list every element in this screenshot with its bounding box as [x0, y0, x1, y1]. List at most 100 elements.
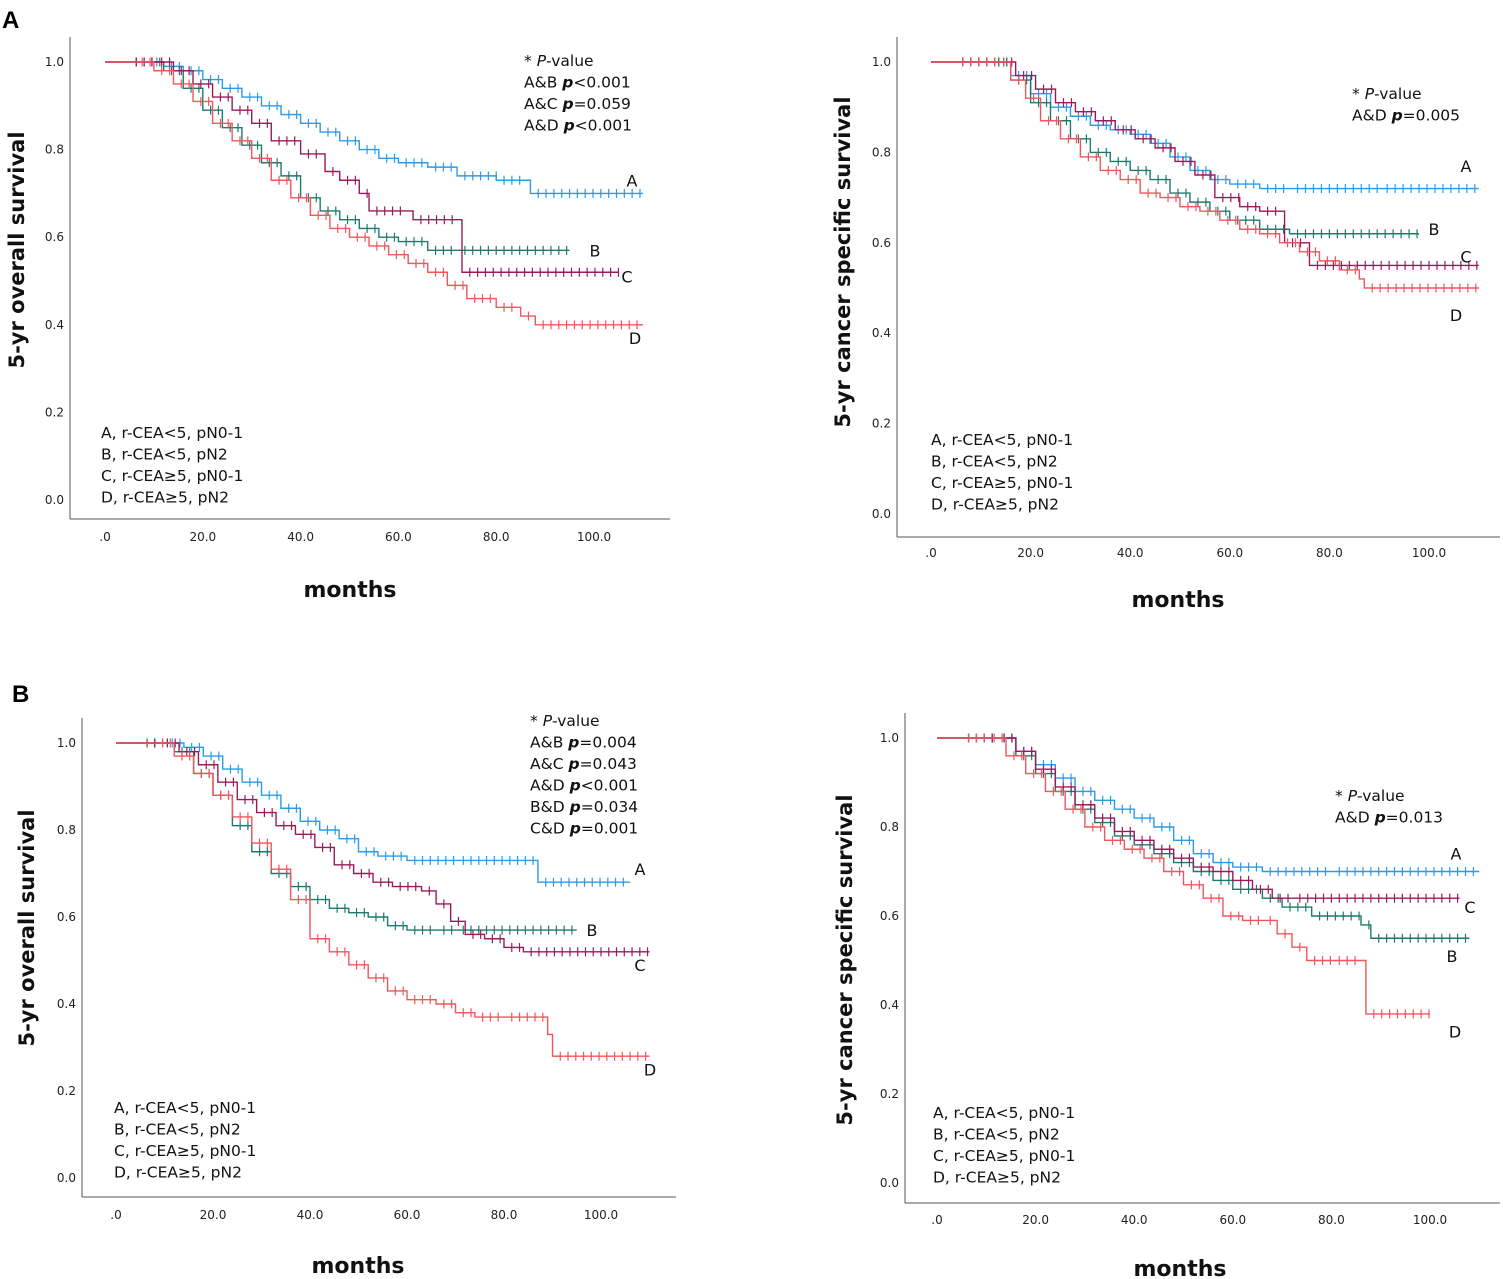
p-value-row: C&D p=0.001 — [530, 820, 638, 838]
survival-curve-d — [105, 61, 643, 326]
p-value-number: =0.005 — [1403, 107, 1460, 125]
curve-end-label: A — [627, 171, 638, 190]
legend-entry: B, r-CEA<5, pN2 — [933, 1126, 1060, 1144]
x-tick-label: 20.0 — [1022, 1213, 1049, 1227]
x-tick-label: 20.0 — [1017, 546, 1044, 560]
p-letter: p — [1391, 107, 1403, 125]
curve-end-label: C — [634, 956, 645, 975]
p-letter: p — [561, 95, 573, 113]
p-value-title: * P-value — [1352, 85, 1422, 103]
curve-end-label: D — [1449, 1023, 1461, 1042]
y-axis-title: 5-yr cancer specific survival — [831, 96, 855, 427]
p-value-pair: A&B — [530, 734, 568, 752]
x-tick-label: 40.0 — [1121, 1213, 1148, 1227]
legend-entry: C, r-CEA≥5, pN0-1 — [933, 1147, 1075, 1165]
y-tick-label: 0.4 — [880, 998, 899, 1012]
legend-entry: D, r-CEA≥5, pN2 — [931, 496, 1059, 514]
x-tick-label: 80.0 — [491, 1208, 518, 1222]
x-tick-label: 60.0 — [394, 1208, 421, 1222]
p-value-word: -value — [552, 712, 600, 730]
y-tick-label: 0.4 — [45, 318, 64, 332]
p-value-title: * P-value — [524, 52, 594, 70]
y-tick-label: 0.0 — [57, 1171, 76, 1185]
curve-end-label: C — [1464, 898, 1475, 917]
p-letter: P — [537, 52, 547, 70]
panel-label-b: B — [12, 681, 29, 708]
curve-end-label: B — [1429, 220, 1440, 239]
x-tick-label: .0 — [110, 1208, 121, 1222]
p-letter: p — [569, 777, 581, 795]
x-tick-label: .0 — [925, 546, 936, 560]
curve-end-label: B — [1447, 947, 1458, 966]
y-tick-label: 1.0 — [872, 55, 891, 69]
x-tick-label: 100.0 — [584, 1208, 618, 1222]
p-value-pair: C&D — [530, 820, 570, 838]
survival-curve-c — [105, 61, 619, 273]
x-axis-title: months — [1132, 588, 1225, 613]
y-tick-label: 0.8 — [880, 820, 899, 834]
curve-end-label: A — [1451, 845, 1462, 864]
y-tick-label: 0.2 — [57, 1084, 76, 1098]
p-value-pair: A&B — [524, 74, 562, 92]
chart-panel-a-cancer-specific-survival: 0.0 0.2 0.4 0.6 0.8 1.0 .0 20.0 40.0 60.0 80.0 100.… — [831, 37, 1500, 613]
curve-end-label: C — [1460, 247, 1471, 266]
x-tick-label: 60.0 — [1219, 1213, 1246, 1227]
legend-entry: A, r-CEA<5, pN0-1 — [933, 1104, 1075, 1122]
y-tick-label: 0.6 — [45, 230, 64, 244]
x-tick-label: 60.0 — [385, 530, 412, 544]
legend-entry: B, r-CEA<5, pN2 — [931, 453, 1058, 471]
p-value-number: =0.013 — [1386, 809, 1443, 827]
survival-curve-c — [931, 61, 1479, 267]
y-tick-label: 0.8 — [57, 823, 76, 837]
curve-end-label: B — [587, 921, 598, 940]
y-tick-label: 0.8 — [872, 145, 891, 159]
legend-entry: A, r-CEA<5, pN0-1 — [931, 431, 1073, 449]
p-value-number: =0.001 — [581, 820, 638, 838]
x-tick-label: 20.0 — [200, 1208, 227, 1222]
x-axis-title: months — [304, 578, 397, 603]
y-tick-label: 0.4 — [57, 997, 76, 1011]
survival-curve-b — [931, 61, 1420, 235]
p-value-number: =0.004 — [579, 734, 636, 752]
legend-entry: A, r-CEA<5, pN0-1 — [101, 424, 243, 442]
p-value-asterisk: * — [1335, 787, 1348, 805]
p-letter: p — [561, 74, 573, 92]
p-value-pair: A&D — [1352, 107, 1392, 125]
curve-end-label: D — [644, 1060, 656, 1079]
legend-entry: B, r-CEA<5, pN2 — [101, 446, 228, 464]
panel-label-a: A — [2, 7, 19, 34]
chart-panel-b-cancer-specific-survival: 0.0 0.2 0.4 0.6 0.8 1.0 .0 20.0 40.0 60.0 80.0 100.… — [833, 713, 1500, 1279]
p-value-number: <0.001 — [575, 117, 632, 135]
survival-curve-d — [116, 742, 650, 1057]
p-value-number: =0.034 — [581, 798, 638, 816]
x-tick-label: .0 — [931, 1213, 942, 1227]
p-value-word: -value — [1357, 787, 1405, 805]
x-tick-label: 20.0 — [189, 530, 216, 544]
curve-end-label: B — [590, 241, 601, 260]
survival-curve-d — [937, 737, 1430, 1015]
y-tick-label: 0.2 — [872, 417, 891, 431]
x-axis-title: months — [1134, 1257, 1227, 1279]
p-letter: p — [563, 117, 575, 135]
survival-curve-a — [116, 742, 631, 883]
p-letter: p — [569, 820, 581, 838]
p-value-row: A&D p=0.005 — [1352, 107, 1460, 125]
y-tick-label: 0.2 — [45, 405, 64, 419]
p-value-number: =0.059 — [574, 95, 631, 113]
p-value-pair: A&D — [524, 117, 564, 135]
curve-end-label: A — [635, 860, 646, 879]
survival-curve-d — [931, 61, 1479, 289]
p-value-pair: A&C — [530, 755, 568, 773]
p-value-word: -value — [546, 52, 594, 70]
chart-panel-a-overall-survival: 0.0 0.2 0.4 0.6 0.8 1.0 .0 20.0 40.0 60.0 80.0 100.… — [5, 37, 670, 603]
curve-end-label: D — [1450, 306, 1462, 325]
p-value-title: * P-value — [1335, 787, 1405, 805]
p-letter: p — [1374, 809, 1386, 827]
survival-curve-c — [937, 737, 1460, 899]
x-tick-label: 40.0 — [297, 1208, 324, 1222]
p-value-asterisk: * — [1352, 85, 1365, 103]
p-letter: P — [543, 712, 553, 730]
x-tick-label: 80.0 — [1318, 1213, 1345, 1227]
x-tick-label: 100.0 — [577, 530, 611, 544]
